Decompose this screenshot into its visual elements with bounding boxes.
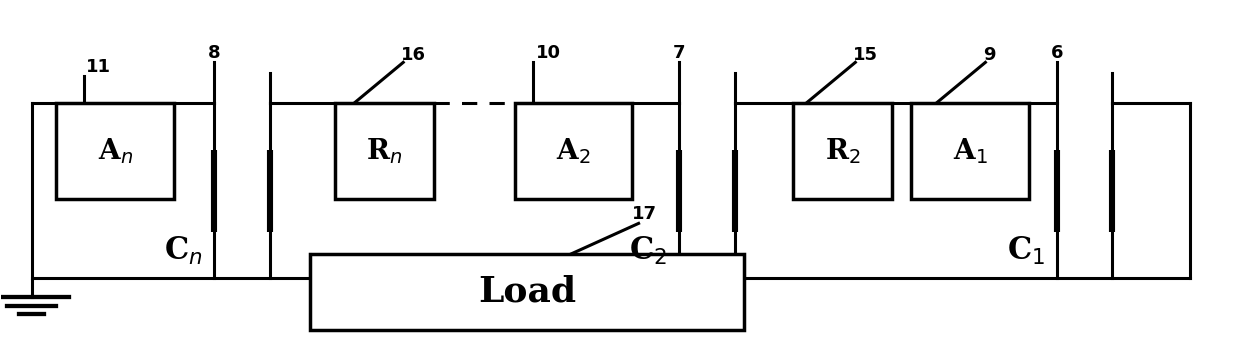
Bar bbox=[57, 104, 174, 200]
Text: 10: 10 bbox=[536, 44, 560, 62]
Bar bbox=[310, 254, 744, 330]
Text: A$_n$: A$_n$ bbox=[98, 137, 133, 166]
Text: 11: 11 bbox=[86, 58, 112, 76]
Text: R$_2$: R$_2$ bbox=[825, 137, 861, 166]
Text: 16: 16 bbox=[401, 46, 425, 64]
Bar bbox=[515, 104, 632, 200]
Text: 7: 7 bbox=[672, 44, 686, 62]
Text: C$_2$: C$_2$ bbox=[629, 235, 667, 267]
Bar bbox=[335, 104, 434, 200]
Text: 8: 8 bbox=[208, 44, 221, 62]
Text: C$_1$: C$_1$ bbox=[1007, 235, 1045, 267]
Text: C$_n$: C$_n$ bbox=[164, 235, 202, 267]
Text: A$_2$: A$_2$ bbox=[557, 137, 590, 166]
Text: 15: 15 bbox=[853, 46, 878, 64]
Bar bbox=[911, 104, 1029, 200]
Text: 17: 17 bbox=[632, 205, 657, 223]
Text: Load: Load bbox=[479, 275, 577, 309]
Bar bbox=[794, 104, 893, 200]
Text: A$_1$: A$_1$ bbox=[952, 137, 987, 166]
Text: 6: 6 bbox=[1050, 44, 1063, 62]
Text: 9: 9 bbox=[983, 46, 996, 64]
Text: R$_n$: R$_n$ bbox=[367, 137, 403, 166]
